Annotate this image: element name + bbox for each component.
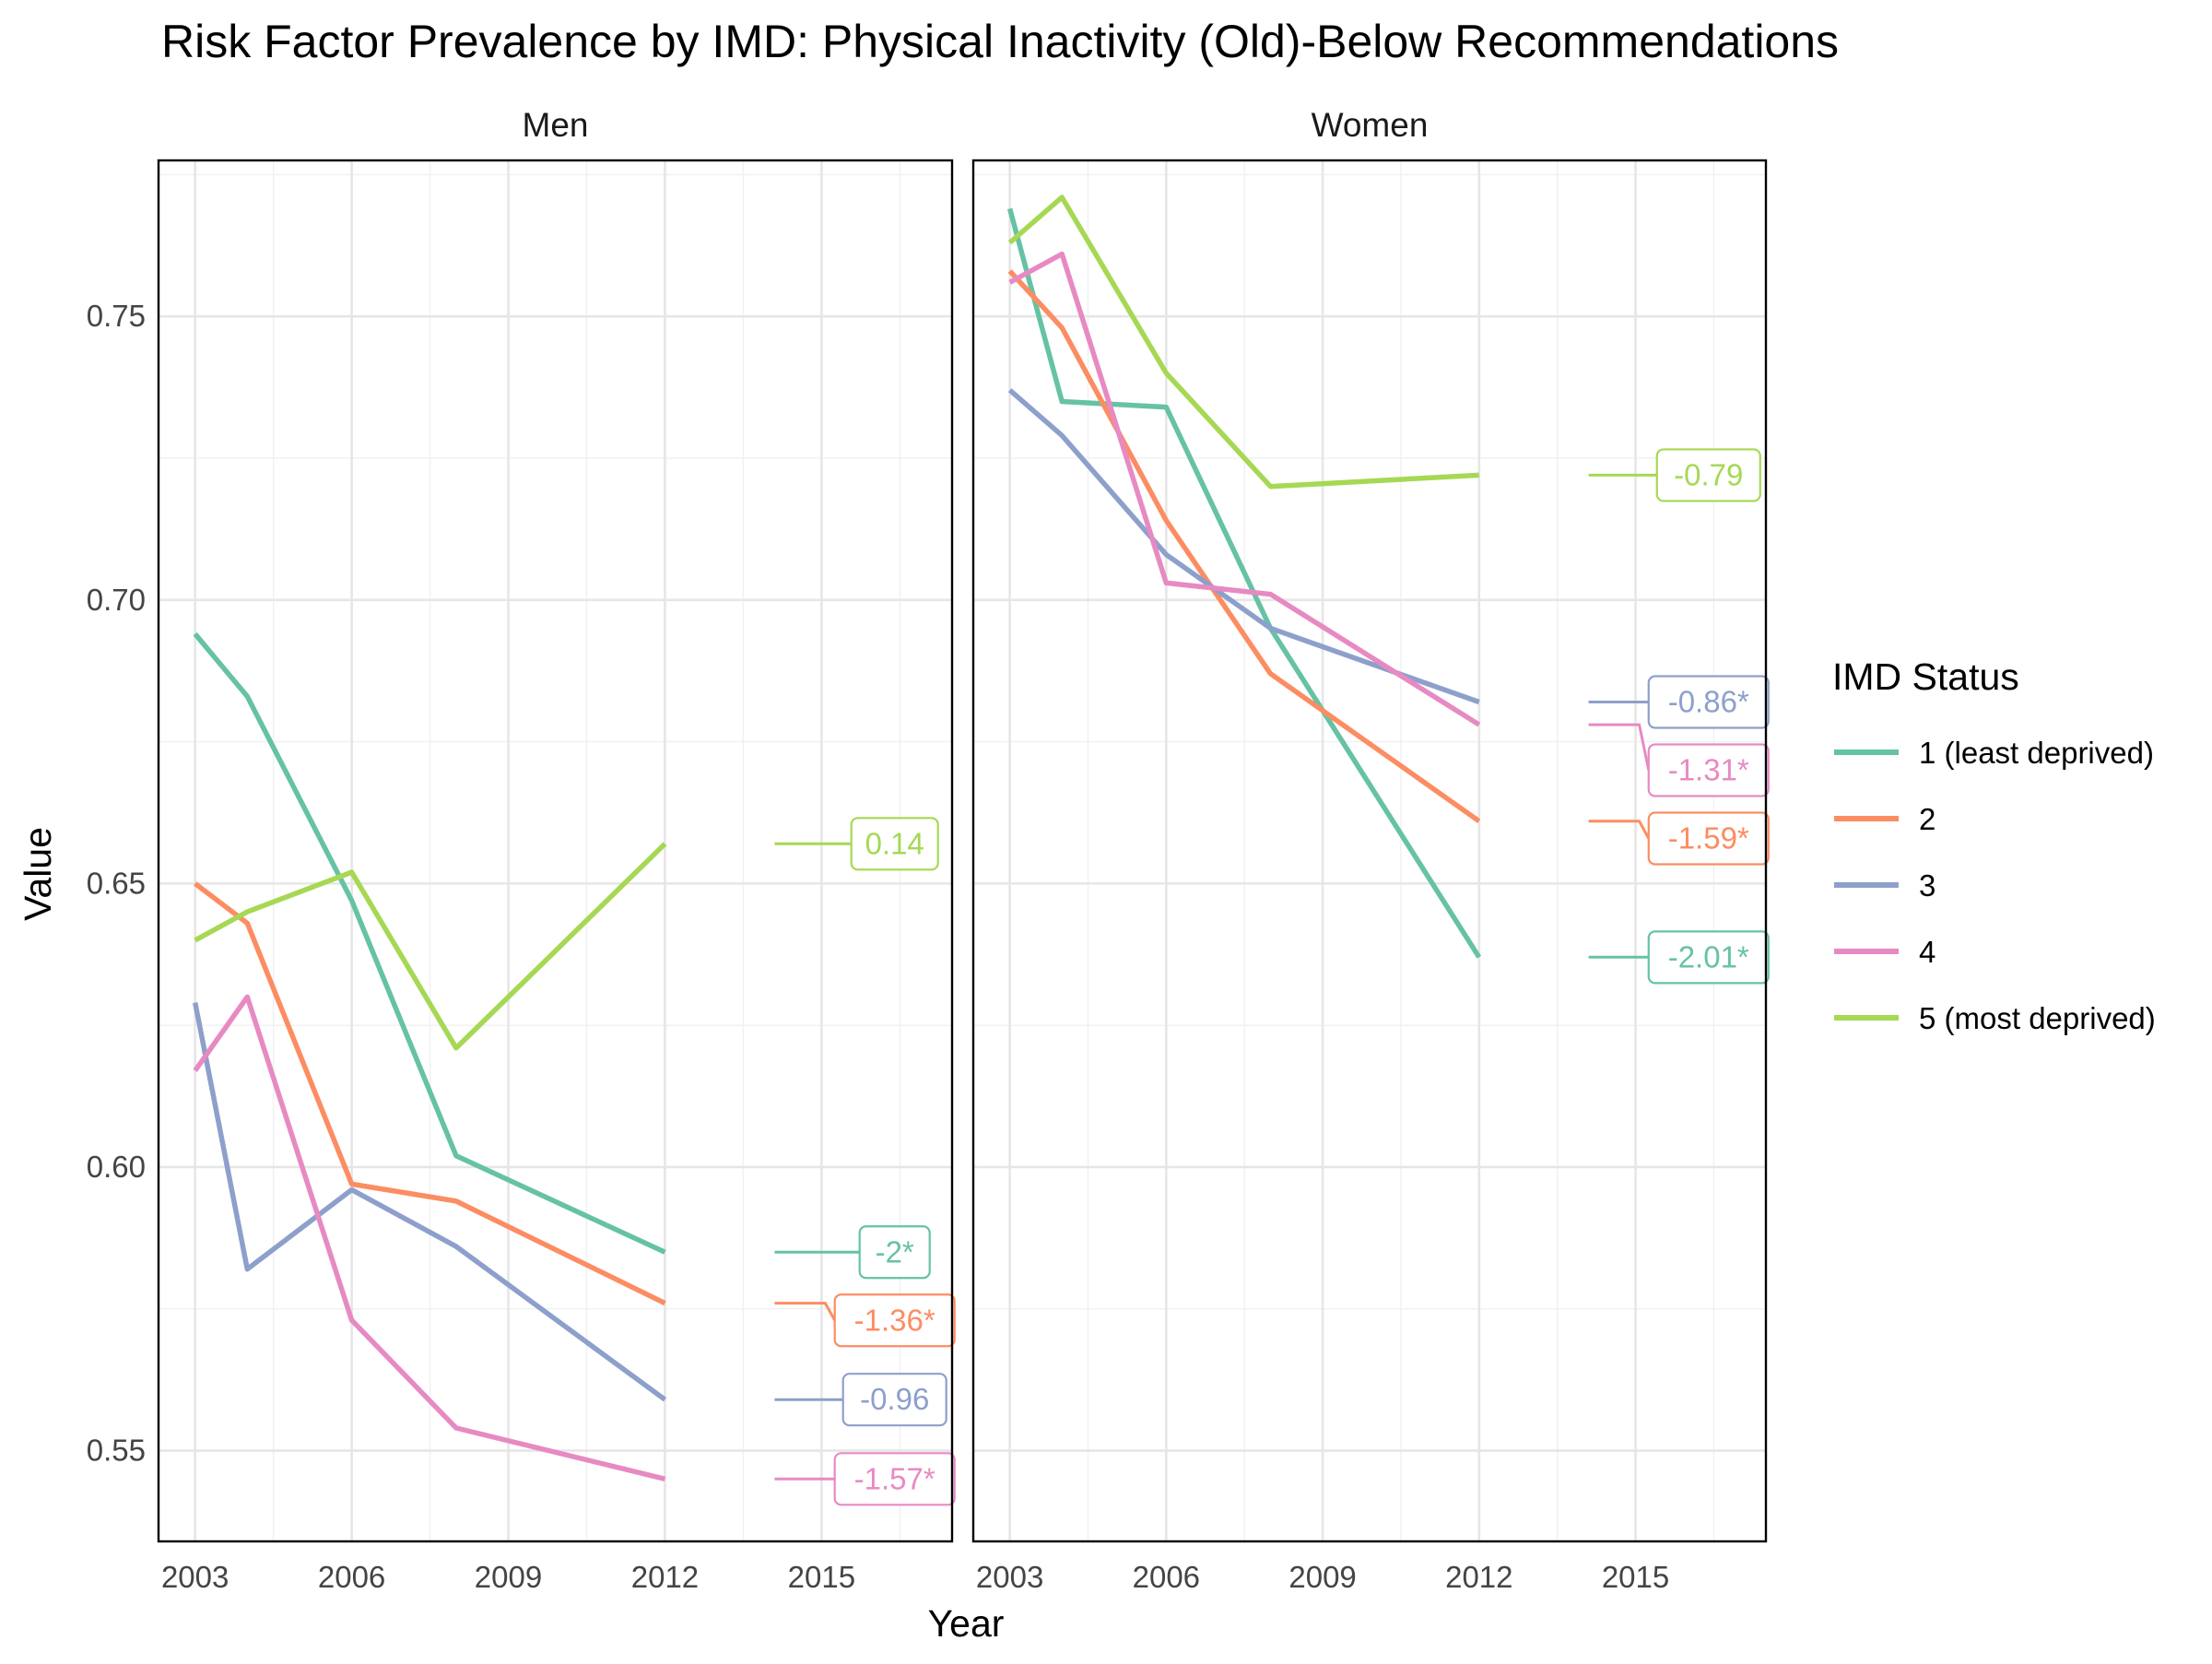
- trend-label-box: [1647, 743, 1770, 797]
- trend-label: -2*: [876, 1234, 914, 1269]
- trend-leader: [1588, 820, 1651, 840]
- legend-item: 5 (most deprived): [1834, 1001, 2156, 1035]
- trend-leader: [774, 1302, 837, 1322]
- x-tick-label: 2009: [475, 1560, 542, 1594]
- trend-label-box: [1647, 930, 1770, 985]
- legend-item: 4: [1834, 935, 1936, 969]
- panel-strip-label: Men: [523, 106, 589, 144]
- series-line: [1006, 207, 1482, 959]
- legend-label: 1 (least deprived): [1919, 736, 2154, 770]
- x-tick-label: 2015: [1602, 1560, 1669, 1594]
- series-line: [1007, 388, 1480, 705]
- x-tick-label: 2003: [976, 1560, 1043, 1594]
- x-axis-title: Year: [928, 1602, 1005, 1645]
- legend-item: 3: [1834, 868, 1936, 903]
- legend-title: IMD Status: [1832, 655, 2019, 698]
- series-line: [194, 842, 667, 1051]
- y-axis-title: Value: [17, 827, 59, 921]
- trend-label-box: [841, 1373, 947, 1427]
- series-line: [1008, 251, 1481, 727]
- trend-label-box: [850, 817, 939, 871]
- legend-label: 3: [1919, 868, 1936, 903]
- legend: IMD Status 1 (least deprived) 2 3 4 5 (most …: [1832, 655, 2156, 1035]
- trend-label-box: [1655, 448, 1761, 502]
- x-tick-label: 2003: [161, 1560, 229, 1594]
- legend-label: 2: [1919, 802, 1936, 836]
- trend-label: -0.96: [860, 1382, 929, 1416]
- trend-label-box: [833, 1293, 956, 1348]
- x-tick-label: 2006: [318, 1560, 385, 1594]
- trend-label-box: [1647, 811, 1770, 866]
- x-tick-label: 2012: [631, 1560, 699, 1594]
- legend-item: 2: [1834, 802, 1936, 836]
- y-tick-label: 0.70: [87, 583, 146, 617]
- series-line: [193, 994, 666, 1481]
- x-tick-label: 2012: [1445, 1560, 1512, 1594]
- legend-label: 4: [1919, 935, 1936, 969]
- series-line: [1007, 269, 1481, 823]
- y-tick-label: 0.75: [87, 299, 146, 333]
- y-tick-label: 0.60: [87, 1150, 146, 1184]
- trend-label: -1.36*: [854, 1303, 935, 1337]
- panel-strip-label: Women: [1312, 106, 1429, 144]
- x-tick-label: 2015: [788, 1560, 855, 1594]
- legend-item: 1 (least deprived): [1834, 736, 2154, 770]
- series-line: [1007, 195, 1479, 490]
- series-line: [193, 631, 666, 1255]
- chart-title: Risk Factor Prevalence by IMD: Physical …: [161, 16, 1839, 67]
- panels-layer: 0.14 -2* -1.36* -0.96 -1.57* Men 2003 2006 2009 2…: [87, 106, 1770, 1594]
- trend-label-box: [1647, 675, 1770, 729]
- panel-frame: [157, 159, 954, 1543]
- panel-women: -0.79 -0.86* -1.31* -1.59* -2.01* Women 2003 20…: [971, 106, 1770, 1594]
- trend-label: -1.59*: [1668, 821, 1749, 856]
- series-line: [194, 881, 666, 1306]
- trend-label: -1.31*: [1668, 753, 1749, 787]
- legend-label: 5 (most deprived): [1919, 1001, 2156, 1035]
- panel-men: 0.14 -2* -1.36* -0.96 -1.57* Men 2003 2006 2009 2…: [87, 106, 956, 1594]
- trend-label-box: [833, 1452, 956, 1506]
- trend-label: 0.14: [865, 826, 924, 860]
- trend-label: -2.01*: [1668, 939, 1749, 974]
- panel-frame: [971, 159, 1768, 1543]
- trend-label-box: [858, 1225, 931, 1280]
- trend-label: -1.57*: [854, 1461, 935, 1495]
- x-tick-label: 2006: [1133, 1560, 1200, 1594]
- y-tick-label: 0.55: [87, 1434, 146, 1468]
- series-line: [193, 1002, 667, 1402]
- trend-leader: [1588, 723, 1651, 771]
- y-tick-label: 0.65: [87, 866, 146, 900]
- x-tick-label: 2009: [1288, 1560, 1356, 1594]
- trend-label: -0.86*: [1668, 685, 1749, 719]
- trend-label: -0.79: [1674, 457, 1743, 491]
